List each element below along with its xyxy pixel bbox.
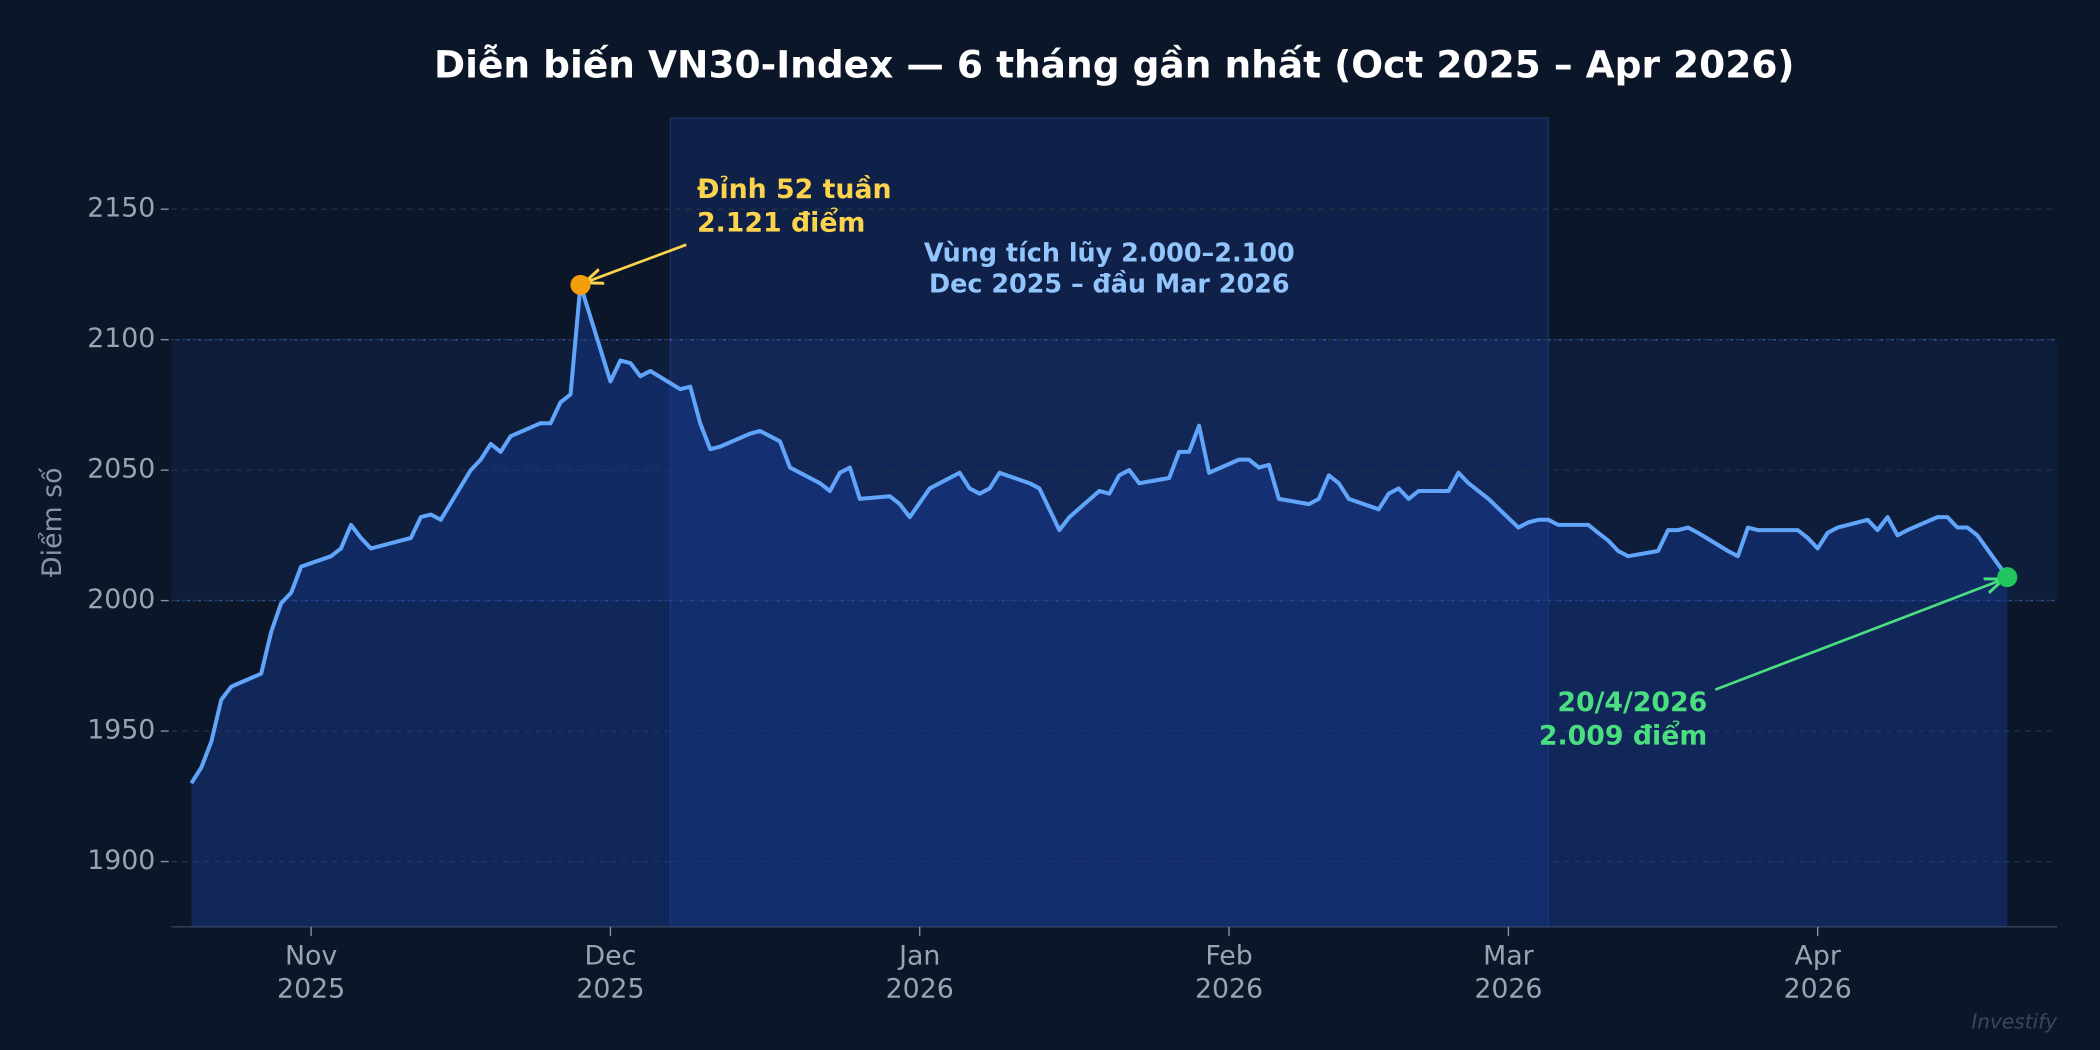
x-tick-label: Dec 2025 bbox=[576, 940, 644, 1004]
x-tick-label: Feb 2026 bbox=[1195, 940, 1263, 1004]
x-tick-label-line: Mar bbox=[1483, 940, 1534, 971]
chart-title: Diễn biến VN30-Index — 6 tháng gần nhất … bbox=[434, 42, 1795, 86]
x-tick-label: Nov 2025 bbox=[277, 940, 345, 1004]
annotation-text: 20/4/2026 2.009 điểm bbox=[1539, 687, 1707, 751]
x-tick-label-line: 2025 bbox=[277, 973, 345, 1004]
x-tick-label-line: Jan bbox=[897, 940, 940, 971]
annotation-text-line: 2.009 điểm bbox=[1539, 718, 1707, 751]
x-tick-label-line: Nov bbox=[285, 940, 337, 971]
annotation-text-line: 20/4/2026 bbox=[1557, 687, 1707, 718]
x-tick-label-line: 2026 bbox=[1474, 973, 1542, 1004]
x-tick-label: Jan 2026 bbox=[886, 940, 954, 1004]
x-tick-label-line: 2026 bbox=[886, 973, 954, 1004]
y-tick-label: 1950 bbox=[87, 715, 155, 746]
annotation-marker bbox=[570, 274, 591, 295]
y-tick-label: 2000 bbox=[87, 584, 155, 615]
x-tick-label: Apr 2026 bbox=[1784, 940, 1852, 1004]
annotation-marker bbox=[1997, 567, 2018, 588]
x-tick-label-line: Apr bbox=[1795, 940, 1841, 971]
highlight-label-line: Vùng tích lũy 2.000–2.100 bbox=[924, 237, 1295, 267]
x-tick-label-line: 2026 bbox=[1784, 973, 1852, 1004]
y-tick-label: 1900 bbox=[87, 845, 155, 876]
y-tick-label: 2150 bbox=[87, 193, 155, 224]
x-tick-label: Mar 2026 bbox=[1474, 940, 1542, 1004]
annotation-text-line: 2.121 điểm bbox=[697, 205, 865, 238]
line bbox=[189, 282, 2009, 785]
x-tick-label-line: 2026 bbox=[1195, 973, 1263, 1004]
area-fill bbox=[191, 284, 2008, 927]
y-tick-label: 2100 bbox=[87, 323, 155, 354]
watermark: Investify bbox=[1971, 1010, 2058, 1034]
highlight-label: Vùng tích lũy 2.000–2.100 Dec 2025 – đầu … bbox=[924, 237, 1295, 298]
y-tick-label: 2050 bbox=[87, 454, 155, 485]
annotation-arrow bbox=[1714, 580, 2002, 691]
x-tick-label-line: 2025 bbox=[576, 973, 644, 1004]
x-tick-label-line: Feb bbox=[1205, 940, 1252, 971]
annotation-text-line: Đỉnh 52 tuần bbox=[697, 173, 892, 204]
x-tick-label-line: Dec bbox=[585, 940, 637, 971]
y-axis-label: Điểm số bbox=[37, 467, 68, 577]
highlight-span bbox=[669, 117, 1549, 928]
highlight-label-line: Dec 2025 – đầu Mar 2026 bbox=[929, 268, 1290, 298]
annotation-text: Đỉnh 52 tuần 2.121 điểm bbox=[697, 173, 892, 237]
annotation-arrow bbox=[586, 243, 687, 283]
